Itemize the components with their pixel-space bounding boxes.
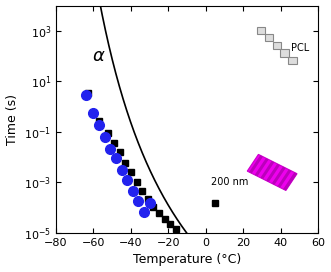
Bar bbox=[272, 167, 286, 185]
Bar bbox=[277, 169, 291, 188]
Bar bbox=[266, 164, 280, 182]
Bar bbox=[249, 155, 263, 174]
Bar bbox=[288, 57, 297, 64]
Bar bbox=[280, 49, 289, 57]
X-axis label: Temperature (°C): Temperature (°C) bbox=[133, 254, 241, 267]
Bar bbox=[265, 34, 273, 42]
Bar bbox=[257, 27, 265, 34]
Text: PCL: PCL bbox=[291, 43, 309, 53]
Bar bbox=[260, 161, 274, 179]
Text: 200 nm: 200 nm bbox=[211, 177, 248, 187]
Bar bbox=[283, 172, 297, 190]
Bar bbox=[247, 154, 297, 190]
Text: $\alpha$: $\alpha$ bbox=[92, 47, 105, 65]
Bar bbox=[255, 158, 269, 176]
Y-axis label: Time (s): Time (s) bbox=[6, 94, 19, 145]
Bar bbox=[272, 42, 281, 49]
